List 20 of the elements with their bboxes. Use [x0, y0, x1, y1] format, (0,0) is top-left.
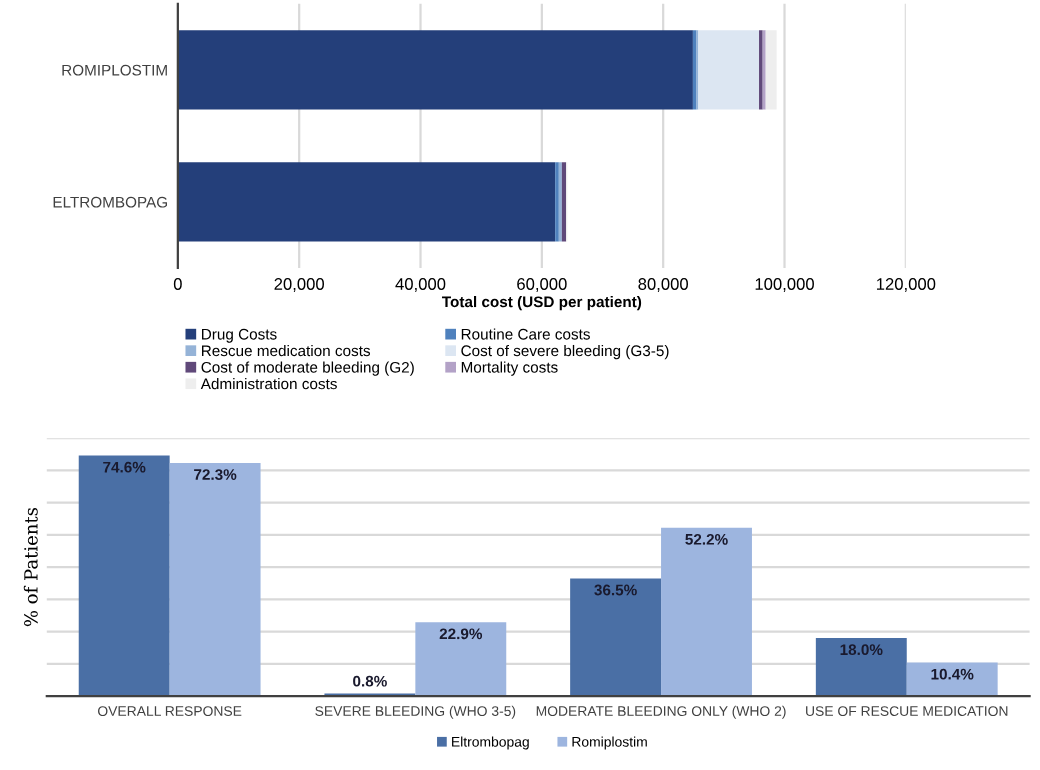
x-tick-label: 0: [173, 278, 182, 290]
bar: [765, 30, 777, 110]
x-tick-label: 100,000: [755, 278, 814, 292]
x-tick-label: 40,000: [395, 278, 446, 292]
x-tick-label: 80,000: [638, 278, 689, 292]
x-tick-label: 120,000: [876, 278, 936, 292]
x-tick-label: 60,000: [517, 278, 567, 292]
y-axis-title: % of Patients: [23, 507, 38, 627]
x-tick-label: 20,000: [274, 278, 325, 292]
bar: [177, 30, 693, 110]
bar: [906, 662, 998, 697]
bar: [698, 30, 760, 110]
bar: [169, 462, 261, 697]
bar: [570, 578, 662, 697]
bar: [815, 638, 907, 697]
bar: [415, 622, 507, 697]
bar: [177, 162, 556, 242]
bar: [661, 527, 752, 697]
bar: [78, 455, 170, 697]
bar: [561, 162, 567, 242]
